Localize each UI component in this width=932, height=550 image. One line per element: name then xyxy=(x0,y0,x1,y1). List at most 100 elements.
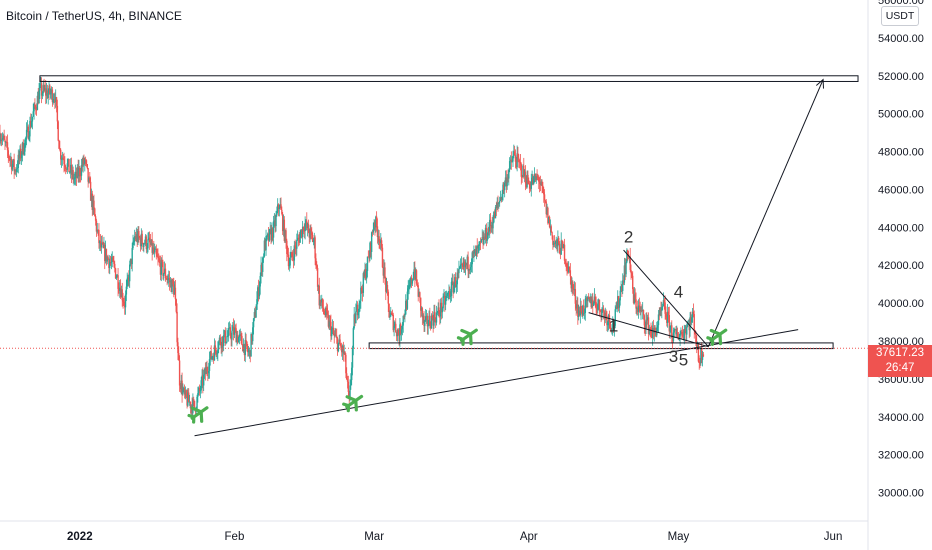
candle-body xyxy=(460,263,463,265)
candle-body xyxy=(143,243,145,247)
candle-body xyxy=(484,227,487,239)
candle-body xyxy=(568,266,571,271)
candle-body xyxy=(303,230,305,232)
candle-body xyxy=(367,256,370,258)
resistance-zone[interactable] xyxy=(39,75,859,82)
projection-arrow[interactable] xyxy=(707,79,824,347)
candle-body xyxy=(615,307,617,310)
candle-body xyxy=(476,246,478,249)
candle-body xyxy=(527,174,529,184)
candle-body xyxy=(227,335,229,337)
candle-body xyxy=(419,297,422,311)
candle-body xyxy=(284,230,286,241)
candle-body xyxy=(391,313,394,315)
candle-body xyxy=(614,309,616,326)
candle-body xyxy=(544,200,547,202)
candle-body xyxy=(323,310,325,314)
candle-body xyxy=(214,345,217,350)
candle-body xyxy=(557,237,559,247)
candle-body xyxy=(159,263,162,275)
wave-label-5: 5 xyxy=(679,351,688,370)
candle-body xyxy=(97,229,99,231)
candle-body xyxy=(616,307,618,309)
currency-unit-button[interactable]: USDT xyxy=(881,6,919,26)
candle-body xyxy=(5,142,8,143)
candle-body xyxy=(223,330,226,336)
candle-body xyxy=(38,90,40,104)
candle-body xyxy=(558,243,561,254)
time-axis[interactable]: 2022 Feb Mar Apr May Jun xyxy=(67,531,842,543)
candle-body xyxy=(370,232,373,252)
symbol-name[interactable]: Bitcoin / TetherUS xyxy=(6,9,102,23)
candle-body xyxy=(373,222,375,230)
airplane-icon xyxy=(187,406,209,424)
candle-body xyxy=(456,272,458,285)
candle-body xyxy=(599,310,601,312)
candle-body xyxy=(508,170,510,179)
candle-body xyxy=(346,373,348,380)
candle-body xyxy=(66,163,69,170)
candle-body xyxy=(562,241,564,249)
candle-body xyxy=(339,339,341,346)
wedge-upper-line[interactable] xyxy=(623,249,709,348)
wedge-lower-line[interactable] xyxy=(588,312,709,348)
candle-body xyxy=(84,159,86,164)
price-tick-label: 54000.00 xyxy=(878,33,924,45)
candle-body xyxy=(610,328,612,330)
price-tick-label: 34000.00 xyxy=(878,412,924,424)
candle-body xyxy=(271,227,273,241)
candle-body xyxy=(459,266,461,269)
candle-body xyxy=(620,286,622,291)
candle-body xyxy=(604,313,606,319)
candle-body xyxy=(209,351,212,360)
candle-body xyxy=(425,315,428,317)
candle-body xyxy=(140,233,143,247)
candle-body xyxy=(411,279,414,284)
candle-body xyxy=(222,336,224,346)
candle-body xyxy=(147,239,149,249)
candle-body xyxy=(600,311,602,318)
candle-body xyxy=(429,325,432,329)
candle-body xyxy=(539,183,542,186)
candle-body xyxy=(42,85,44,94)
candle-body xyxy=(430,315,433,329)
candle-body xyxy=(158,258,160,261)
candle-body xyxy=(570,276,572,289)
candle-body xyxy=(232,326,234,331)
candle-body xyxy=(259,275,261,287)
candle-body xyxy=(330,321,332,337)
interval-label[interactable]: 4h xyxy=(108,9,122,23)
candle-body xyxy=(319,299,321,306)
candle-body xyxy=(602,308,604,310)
candle-body xyxy=(353,314,355,329)
candle-body xyxy=(272,221,275,238)
candle-body xyxy=(242,344,245,352)
candle-body xyxy=(389,316,391,318)
candle-body xyxy=(450,281,453,297)
candle-body xyxy=(619,290,621,301)
candle-body xyxy=(676,332,679,338)
candle-body xyxy=(648,328,651,334)
candle-body xyxy=(360,287,362,301)
candle-body xyxy=(211,356,213,360)
candle-body xyxy=(361,290,364,293)
candle-body xyxy=(670,325,672,327)
candle-body xyxy=(23,151,25,155)
candle-body xyxy=(559,253,562,255)
support-zone[interactable] xyxy=(368,342,834,350)
candle-body xyxy=(578,310,581,316)
candle-body xyxy=(306,223,309,229)
ascending-trendline[interactable] xyxy=(194,329,799,437)
candle-body xyxy=(375,216,377,228)
candle-body xyxy=(631,273,633,276)
candle-body xyxy=(394,323,396,326)
price-axis[interactable]: 30000.0032000.0034000.0036000.0038000.00… xyxy=(878,0,924,500)
candle-body xyxy=(341,347,343,353)
candle-body xyxy=(218,337,221,342)
candle-body xyxy=(179,385,182,390)
candle-body xyxy=(126,278,128,287)
candle-body xyxy=(334,335,336,337)
candle-body xyxy=(262,257,264,272)
candle-body xyxy=(87,168,89,182)
